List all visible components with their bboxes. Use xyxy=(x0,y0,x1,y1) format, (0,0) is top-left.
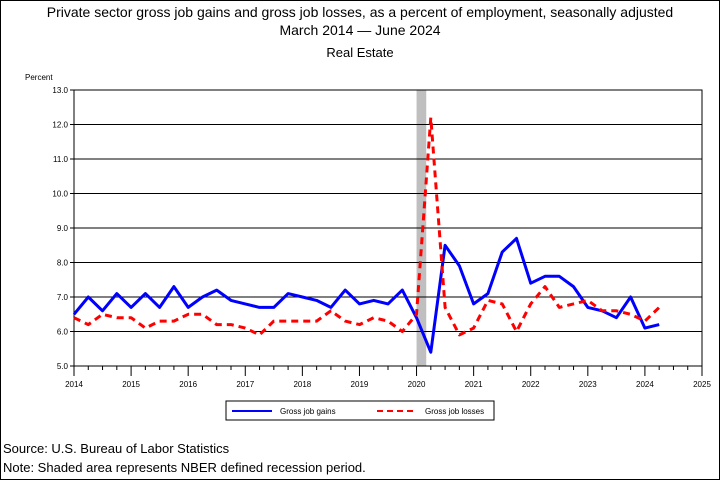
x-tick-label: 2016 xyxy=(179,380,197,389)
x-tick-label: 2019 xyxy=(351,380,369,389)
y-tick-label: 7.0 xyxy=(57,293,69,302)
x-tick-label: 2024 xyxy=(636,380,654,389)
y-tick-label: 11.0 xyxy=(53,155,69,164)
x-tick-label: 2017 xyxy=(236,380,254,389)
series-line-gains xyxy=(72,236,660,354)
period-end: June 2024 xyxy=(375,22,441,38)
source-note: Source: U.S. Bureau of Labor Statistics xyxy=(3,441,230,456)
chart-title: Private sector gross job gains and gross… xyxy=(46,4,674,20)
recession-note: Note: Shaded area represents NBER define… xyxy=(3,460,366,475)
y-tick-label: 9.0 xyxy=(57,224,69,233)
y-axis-label: Percent xyxy=(25,73,53,82)
y-tick-label: 5.0 xyxy=(57,362,69,371)
y-tick-label: 6.0 xyxy=(57,328,69,337)
y-tick-label: 8.0 xyxy=(57,259,69,268)
series-line-losses xyxy=(73,116,661,337)
x-tick-label: 2015 xyxy=(122,380,140,389)
x-tick-label: 2020 xyxy=(408,380,426,389)
legend-label-gains: Gross job gains xyxy=(280,407,336,416)
chart-period: March 2014 — June 2024 xyxy=(0,22,720,38)
x-tick-label: 2025 xyxy=(693,380,711,389)
x-tick-label: 2014 xyxy=(65,380,83,389)
y-tick-label: 10.0 xyxy=(52,190,68,199)
x-tick-label: 2022 xyxy=(522,380,540,389)
y-tick-label: 12.0 xyxy=(52,121,68,130)
y-tick-label: 13.0 xyxy=(52,86,68,95)
x-tick-label: 2018 xyxy=(293,380,311,389)
x-tick-label: 2021 xyxy=(465,380,483,389)
x-tick-label: 2023 xyxy=(579,380,597,389)
chart-subtitle: Real Estate xyxy=(326,45,394,60)
period-start: March 2014 xyxy=(279,22,354,38)
legend-box xyxy=(225,400,495,421)
legend-label-losses: Gross job losses xyxy=(425,407,484,416)
period-dash: — xyxy=(357,22,372,38)
